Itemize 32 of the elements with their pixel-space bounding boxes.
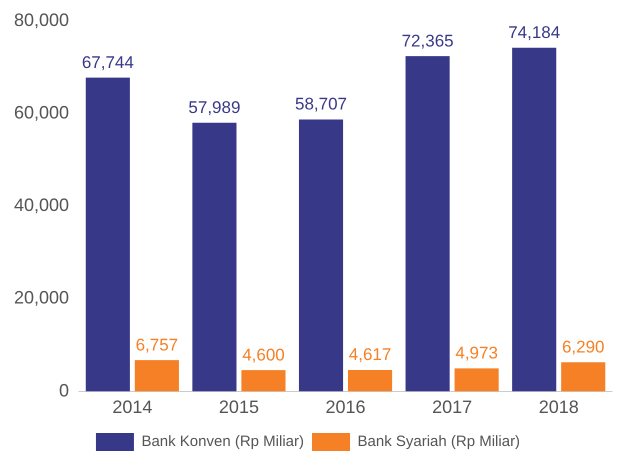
bar [134, 360, 179, 392]
x-tick-label: 2015 [218, 397, 259, 418]
y-tick-label: 60,000 [14, 102, 70, 122]
data-label: 72,365 [402, 31, 454, 50]
legend-label: Bank Syariah (Rp Miliar) [358, 433, 520, 450]
data-label: 4,600 [242, 345, 285, 364]
y-tick-label: 80,000 [14, 10, 70, 30]
y-tick-label: 0 [59, 380, 70, 400]
bar [86, 78, 130, 392]
x-tick-label: 2017 [432, 397, 472, 418]
y-tick-label: 20,000 [14, 288, 70, 308]
data-label: 57,989 [188, 98, 240, 117]
data-label: 58,707 [295, 94, 348, 114]
bar [561, 362, 606, 392]
data-label: 67,744 [82, 52, 134, 72]
bar [454, 368, 499, 392]
bar [298, 119, 344, 392]
legend-label: Bank Konven (Rp Miliar) [141, 433, 304, 450]
bar [192, 122, 236, 392]
data-label: 6,290 [562, 337, 604, 356]
bar [241, 370, 286, 392]
y-tick-label: 40,000 [14, 195, 70, 216]
bar [406, 56, 450, 392]
x-tick-label: 2018 [538, 397, 579, 418]
x-tick-label: 2014 [112, 397, 152, 418]
data-label: 74,184 [508, 22, 560, 42]
data-label: 4,973 [455, 344, 498, 363]
x-tick-label: 2016 [326, 397, 366, 418]
bar [512, 48, 556, 392]
data-label: 6,757 [136, 335, 178, 354]
bar [348, 370, 392, 392]
data-label: 4,617 [348, 345, 392, 364]
